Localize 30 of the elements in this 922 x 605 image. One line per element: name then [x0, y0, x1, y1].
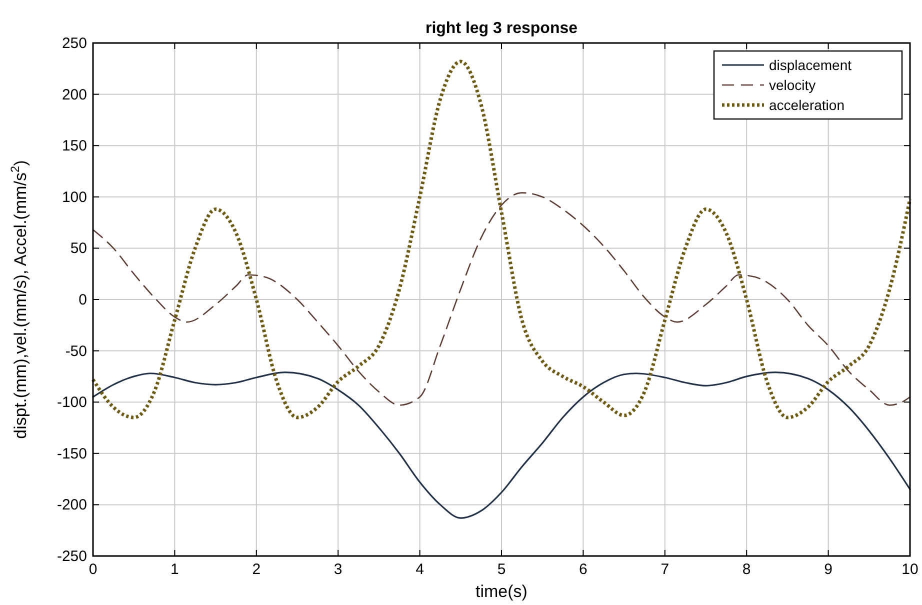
x-tick-label: 7: [660, 561, 670, 578]
x-tick-label: 9: [824, 561, 832, 578]
y-tick-label: -150: [56, 445, 87, 462]
line-series: [91, 60, 912, 420]
y-tick-label: 100: [62, 188, 87, 206]
y-tick-label: 150: [62, 138, 87, 155]
x-tick-label: 2: [252, 561, 261, 578]
y-tick-label: 0: [78, 292, 87, 308]
legend-label: velocity: [769, 77, 816, 93]
legend-label: acceleration: [769, 97, 844, 113]
x-tick-label: 4: [416, 561, 424, 578]
y-tick-label: -250: [56, 548, 87, 565]
x-tick-label: 0: [88, 561, 98, 578]
y-tick-label: -50: [65, 342, 87, 360]
y-tick-label: -100: [56, 394, 87, 412]
x-tick-label: 1: [170, 561, 179, 578]
y-tick-label: 250: [62, 35, 87, 52]
y-tick-label: 50: [70, 240, 87, 258]
line-series: [92, 192, 911, 406]
x-tick-label: 6: [579, 561, 588, 578]
legend-label: displacement: [769, 57, 852, 73]
x-tick-label: 10: [902, 561, 918, 578]
x-tick-label: 5: [497, 561, 506, 578]
line-series: [92, 372, 911, 519]
x-tick-label: 3: [334, 561, 342, 578]
chart-title: right leg 3 response: [425, 20, 578, 37]
x-axis-title: time(s): [476, 582, 528, 601]
x-tick-label: 8: [742, 561, 751, 578]
y-tick-label: 200: [62, 86, 87, 104]
y-tick-label: -200: [56, 496, 87, 514]
